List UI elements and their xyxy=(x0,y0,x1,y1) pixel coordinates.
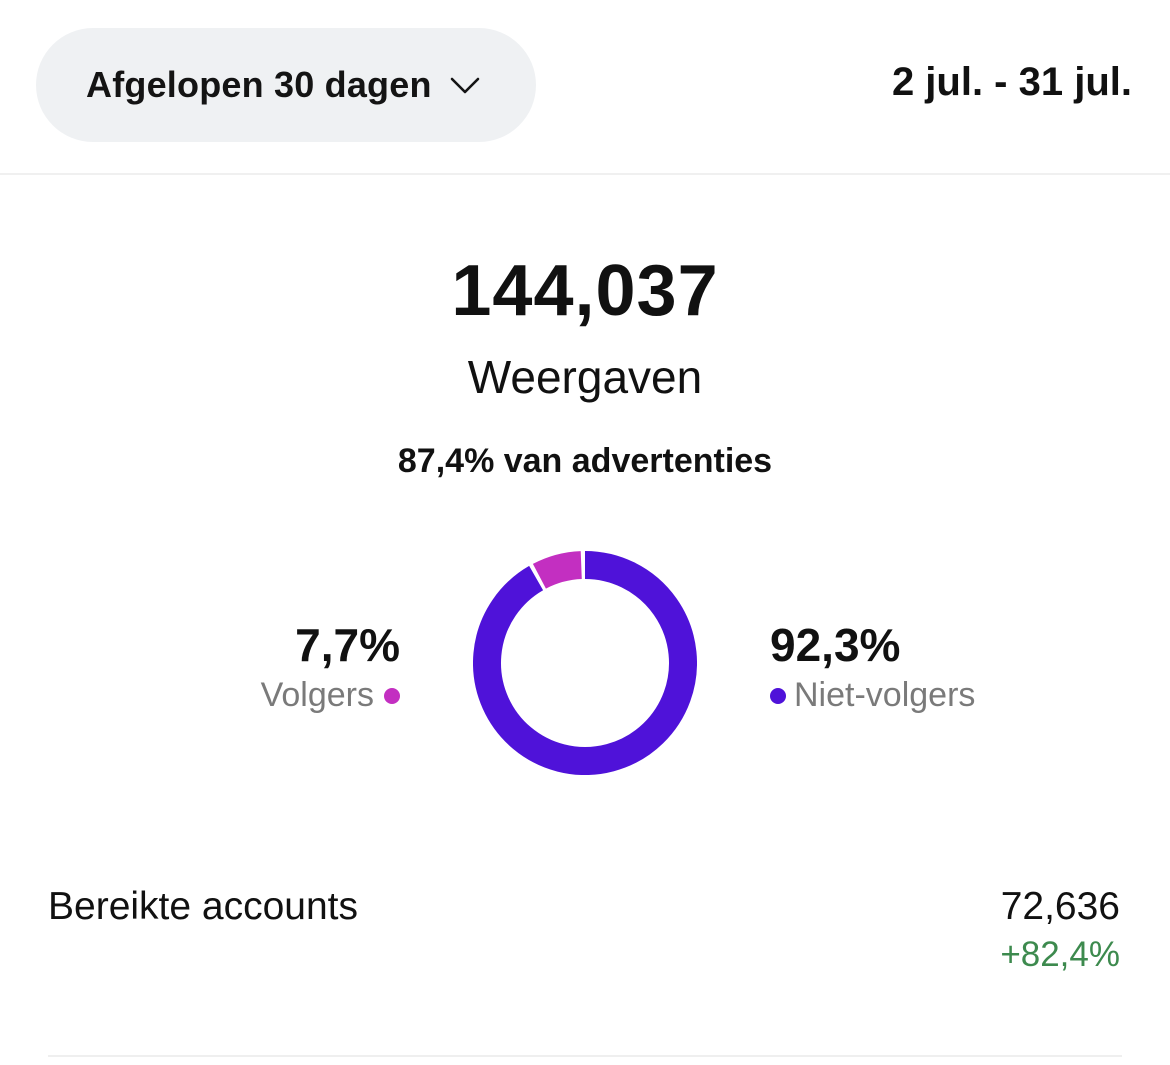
followers-donut-chart xyxy=(473,551,697,775)
divider xyxy=(0,173,1170,175)
accounts-reached-value: 72,636 xyxy=(1000,885,1120,928)
followers-legend: Volgers xyxy=(261,676,400,715)
date-range-dropdown[interactable]: Afgelopen 30 dagen xyxy=(36,28,536,142)
non-followers-legend-label: Niet-volgers xyxy=(794,676,976,714)
donut-segment-non-followers xyxy=(473,551,697,775)
donut-segment-followers xyxy=(532,551,583,589)
chevron-down-icon xyxy=(450,77,480,95)
date-range-text: 2 jul. - 31 jul. xyxy=(891,60,1132,104)
followers-color-dot xyxy=(384,687,400,704)
ads-share-text: 87,4% van advertenties xyxy=(397,442,773,480)
followers-legend-label: Volgers xyxy=(260,676,374,714)
accounts-reached-change: +82,4% xyxy=(1000,935,1120,974)
non-followers-legend: Niet-volgers xyxy=(770,676,975,715)
accounts-reached-label: Bereikte accounts xyxy=(48,885,359,928)
non-followers-percent: 92,3% xyxy=(770,619,901,671)
followers-percent: 7,7% xyxy=(295,619,400,671)
views-label: Weergaven xyxy=(467,351,703,403)
date-range-dropdown-label: Afgelopen 30 dagen xyxy=(86,64,432,105)
non-followers-color-dot xyxy=(770,687,786,704)
views-total: 144,037 xyxy=(451,251,719,331)
divider xyxy=(48,1055,1122,1057)
